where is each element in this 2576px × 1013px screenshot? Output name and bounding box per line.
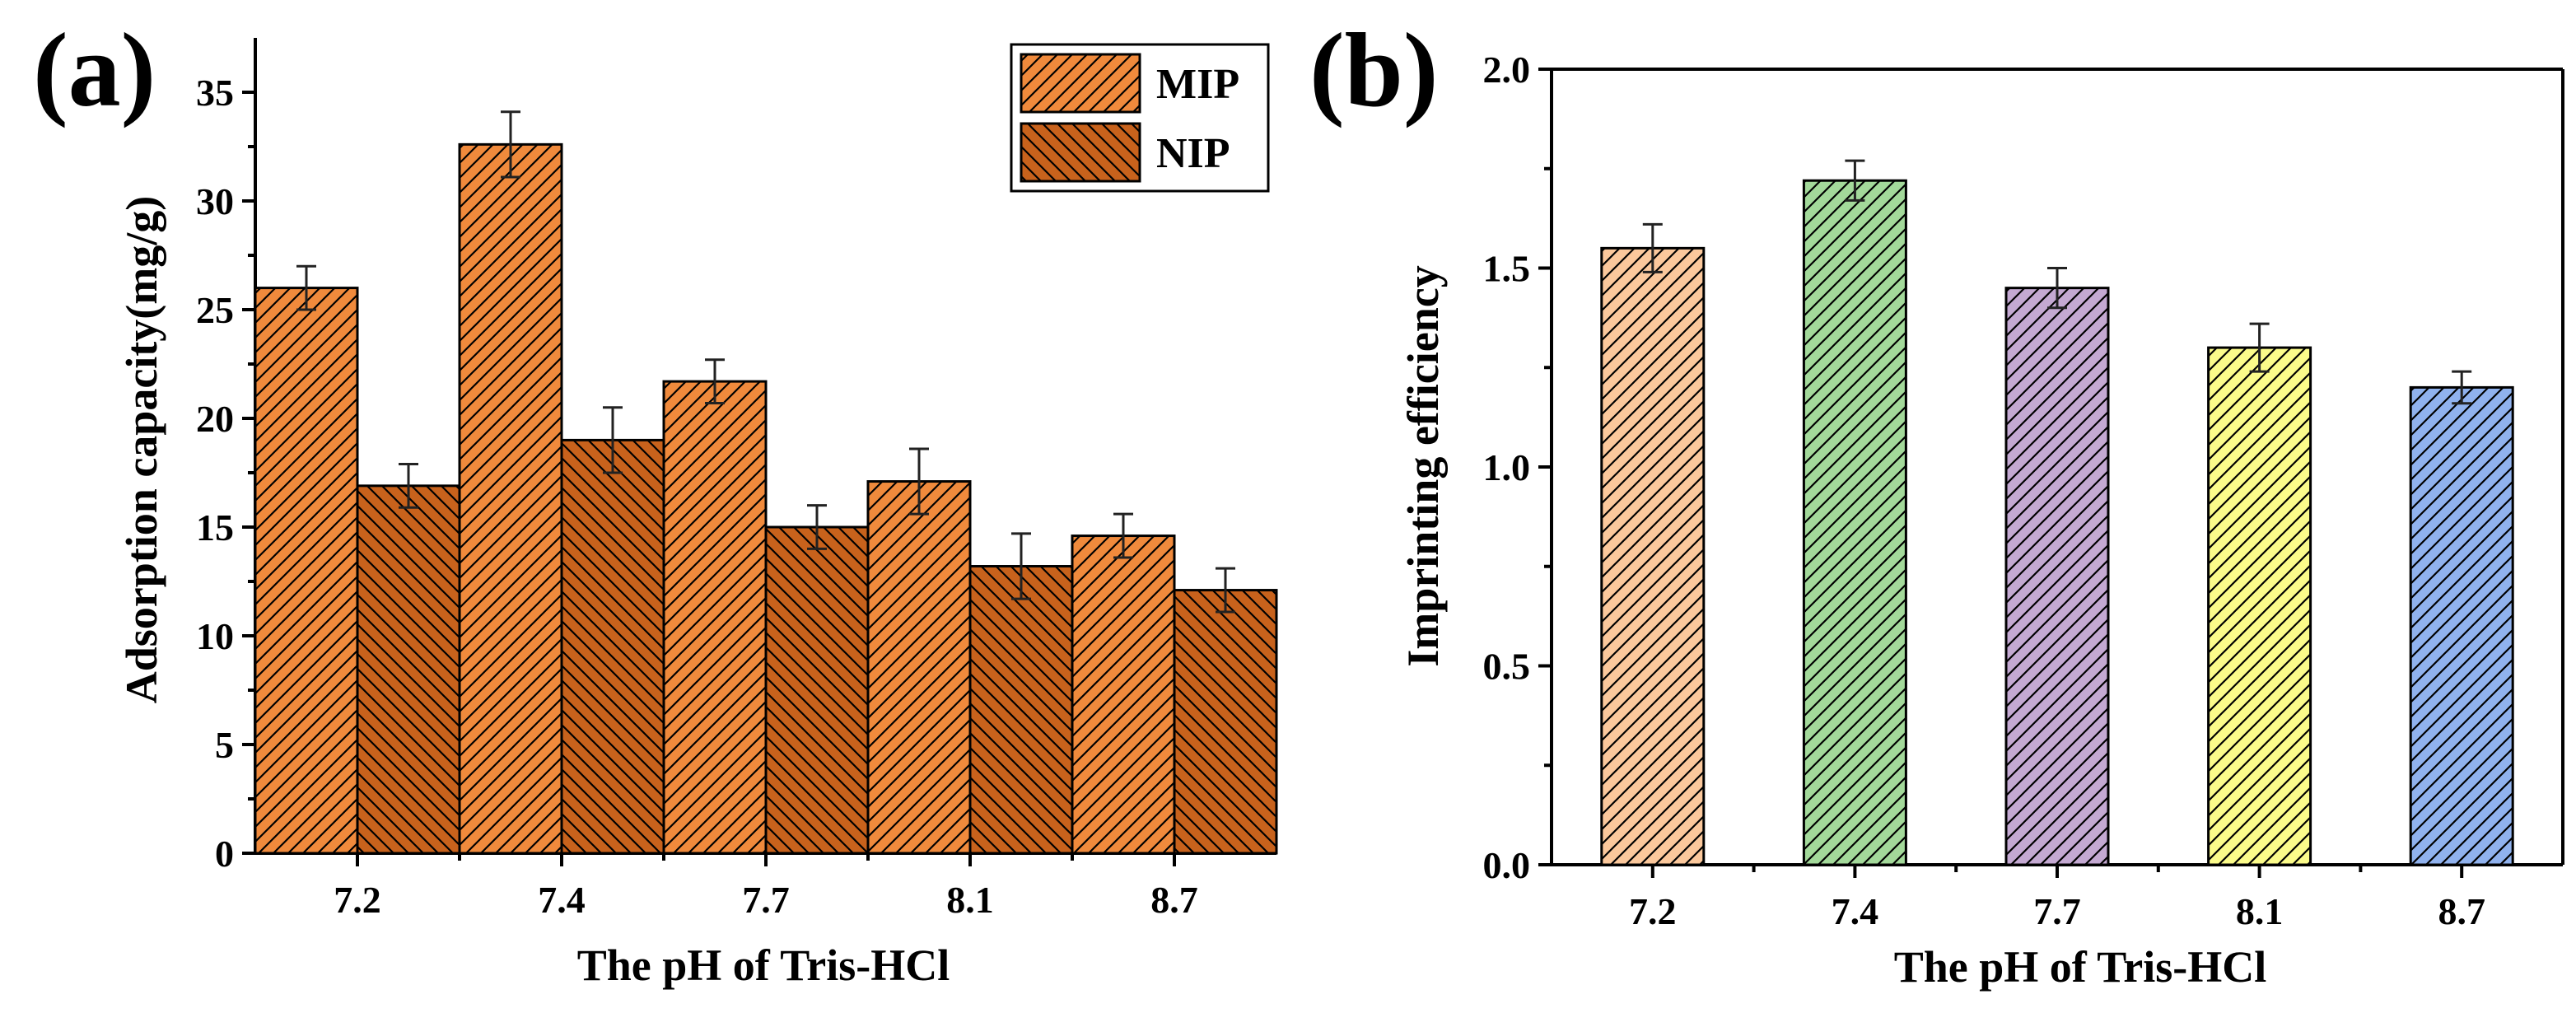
y-tick-label: 0 [215, 833, 234, 875]
y-tick-label: 10 [196, 615, 234, 657]
x-tick-label: 8.7 [2438, 890, 2485, 932]
x-tick-label: 7.4 [538, 879, 586, 921]
panel-a-y-axis-title: Adsorption capacity(mg/g) [117, 196, 166, 703]
panel-b-y-axis-title: Imprinting efficiency [1398, 265, 1448, 666]
bar-mip-8.7 [1071, 535, 1176, 855]
panel-a-plot-area: 0 5 10 15 20 25 30 35 7.2 7.4 7.7 8.1 8.7 [196, 38, 1278, 921]
x-tick-label: 8.1 [946, 879, 994, 921]
bar-nip-7.4 [560, 438, 665, 855]
panel-a-x-axis-title: The pH of Tris-HCl [577, 941, 950, 990]
bar-mip-7.7 [662, 380, 768, 855]
y-tick-label: 0.0 [1483, 844, 1531, 886]
bar-efficiency-7.2 [1600, 246, 1706, 866]
y-tick-label: 5 [215, 724, 234, 766]
legend-swatch-nip [1020, 122, 1141, 183]
bar-mip-7.4 [458, 142, 563, 855]
y-tick-label: 1.5 [1483, 248, 1531, 290]
x-tick-label: 7.7 [742, 879, 790, 921]
y-tick-label: 2.0 [1483, 49, 1531, 91]
bar-nip-8.7 [1173, 589, 1278, 855]
bar-nip-7.2 [356, 484, 461, 855]
y-tick-label: 15 [196, 506, 234, 549]
panel-b-label: (b) [1309, 12, 1438, 128]
panel-b-x-axis-title: The pH of Tris-HCl [1894, 942, 2267, 992]
y-tick-label: 20 [196, 398, 234, 440]
x-tick-label: 7.4 [1832, 890, 1879, 932]
bar-efficiency-8.1 [2207, 346, 2312, 866]
bar-efficiency-7.4 [1802, 179, 1907, 866]
bar-efficiency-7.7 [2004, 287, 2110, 866]
legend-swatch-mip [1020, 53, 1141, 114]
x-tick-label: 8.1 [2236, 890, 2284, 932]
legend-label-mip: MIP [1156, 61, 1239, 108]
x-tick-label: 7.2 [334, 879, 381, 921]
bar-mip-8.1 [866, 480, 972, 855]
x-tick-label: 7.2 [1629, 890, 1677, 932]
y-tick-label: 1.0 [1483, 446, 1531, 488]
panel-b-imprinting-chart: (b) Imprinting efficiency The pH of Tris… [1309, 12, 2564, 992]
bar-nip-7.7 [764, 525, 870, 855]
bar-nip-8.1 [968, 565, 1074, 855]
y-tick-label: 25 [196, 289, 234, 331]
bar-mip-7.2 [254, 287, 359, 855]
y-tick-label: 0.5 [1483, 646, 1531, 688]
y-tick-label: 30 [196, 180, 234, 222]
bar-efficiency-8.7 [2409, 385, 2514, 866]
x-tick-label: 8.7 [1150, 879, 1198, 921]
panel-b-plot-area: 0.0 0.5 1.0 1.5 2.0 7.2 7.4 7.7 8.1 8.7 [1483, 49, 2564, 932]
panel-a-label: (a) [33, 12, 156, 128]
panel-a-legend: MIP NIP [1010, 43, 1270, 193]
legend-label-nip: NIP [1156, 130, 1230, 177]
y-tick-label: 35 [196, 72, 234, 114]
panel-a-adsorption-chart: (a) Adsorption capacity(mg/g) The pH of … [33, 12, 1278, 990]
x-tick-label: 7.7 [2033, 890, 2081, 932]
